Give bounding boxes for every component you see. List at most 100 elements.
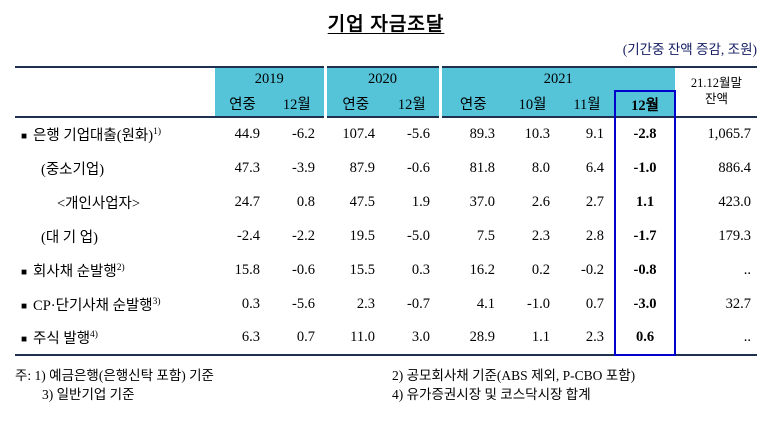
footnote-2: 2) 공모회사채 기준(ABS 제외, P-CBO 포함) (392, 368, 636, 383)
table-body: ■ 은행 기업대출(원화)1) 44.9 -6.2 107.4 -5.6 89.3 10.3 9… (15, 117, 757, 356)
corporate-financing-table: 2019 2020 2021 21.12월말 잔액 연중 12월 연중 12월 연중 10월 1… (15, 66, 757, 356)
period-column-header: 11월 (560, 91, 615, 117)
row-label: <개인사업자> (15, 185, 215, 219)
row-label: ■ 회사채 순발행2) (15, 253, 215, 287)
value-cell: -5.0 (407, 227, 430, 244)
value-cell: -5.6 (407, 126, 430, 142)
table-row: (대 기 업) -2.4 -2.2 19.5 -5.0 7.5 2.3 2.8 -1.7 179.… (15, 219, 757, 253)
value-cell: 2.8 (585, 227, 604, 244)
value-cell: 8.0 (531, 159, 550, 176)
value-cell: -2.8 (614, 117, 676, 151)
period-header-row: 연중 12월 연중 12월 연중 10월 11월 12월 (15, 90, 757, 117)
value-cell: 87.9 (349, 159, 375, 176)
value-cell: 7.5 (476, 227, 495, 244)
row-label-text: CP·단기사채 순발행 (33, 297, 153, 314)
value-cell: -3.0 (614, 287, 676, 321)
row-label: (대 기 업) (15, 219, 215, 253)
year-group-header: 2019 (215, 67, 325, 91)
value-cell: -0.8 (614, 253, 676, 287)
table-row: (중소기업) 47.3 -3.9 87.9 -0.6 81.8 8.0 6.4 -1.0 886.… (15, 151, 757, 185)
footnotes-left: 주: 1) 예금은행(은행신탁 포함) 기준 3) 일반기업 기준 (15, 366, 375, 404)
page-title: 기업 자금조달 (327, 14, 445, 35)
square-bullet-icon: ■ (21, 266, 28, 278)
value-cell: 1.1 (531, 329, 550, 345)
table-header: 2019 2020 2021 21.12월말 잔액 연중 12월 연중 12월 연중 10월 1… (15, 67, 757, 117)
value-cell: .. (743, 261, 751, 278)
footnote-ref: 3) (152, 296, 161, 307)
value-cell: 0.6 (614, 321, 676, 356)
row-label: ■ CP·단기사채 순발행3) (15, 287, 215, 321)
period-column-header: 연중 (215, 91, 270, 117)
unit-note: (기간중 잔액 증감, 조원) (622, 42, 757, 57)
row-label-text: 회사채 순발행 (33, 263, 117, 280)
row-label-text: <개인사업자> (57, 195, 141, 212)
value-cell: 19.5 (349, 227, 375, 244)
footnote-ref: 1) (153, 127, 161, 138)
value-cell: 89.3 (469, 126, 495, 142)
value-cell: 1,065.7 (707, 126, 752, 142)
square-bullet-icon: ■ (21, 131, 28, 142)
value-cell: -5.6 (292, 295, 315, 312)
value-cell: 6.4 (585, 159, 604, 176)
value-cell: .. (743, 329, 751, 345)
square-bullet-icon: ■ (21, 334, 28, 345)
period-column-header: 연중 (323, 91, 385, 117)
footnote-3: 3) 일반기업 기준 (42, 387, 135, 402)
value-cell: 0.3 (411, 261, 430, 278)
report-page: 기업 자금조달 (기간중 잔액 증감, 조원) 2019 2020 2021 21.… (0, 9, 772, 428)
value-cell: 0.7 (585, 295, 604, 312)
value-cell: 81.8 (469, 159, 495, 176)
value-cell: 6.3 (241, 329, 260, 345)
footnote-ref: 4) (90, 330, 98, 341)
footnote-1: 주: 1) 예금은행(은행신탁 포함) 기준 (15, 368, 214, 383)
value-cell: 9.1 (585, 126, 604, 142)
period-column-header: 연중 (438, 91, 505, 117)
table-row: ■ 주식 발행4) 6.3 0.7 11.0 3.0 28.9 1.1 2.3 0.6.. (15, 321, 757, 356)
value-cell: 24.7 (234, 193, 260, 210)
value-cell: 32.7 (725, 295, 751, 312)
value-cell: 0.7 (296, 329, 315, 345)
row-label-header (15, 67, 215, 117)
value-cell: 179.3 (718, 227, 751, 244)
row-label: (중소기업) (15, 151, 215, 185)
row-label-text: (중소기업) (41, 161, 105, 178)
value-cell: 2.3 (356, 295, 375, 312)
value-cell: 15.8 (234, 261, 260, 278)
period-column-header: 12월 (614, 90, 676, 117)
period-column-header: 10월 (505, 91, 560, 117)
balance-header-line1: 21.12월말 (690, 76, 743, 91)
value-cell: 37.0 (469, 193, 495, 210)
table-row: ■ 은행 기업대출(원화)1) 44.9 -6.2 107.4 -5.6 89.3 10.3 9… (15, 117, 757, 151)
row-label: ■ 주식 발행4) (15, 321, 215, 355)
value-cell: -1.0 (527, 295, 550, 312)
value-cell: -6.2 (292, 126, 315, 142)
table-row: ■ 회사채 순발행2) 15.8 -0.6 15.5 0.3 16.2 0.2 -0.2 -0.8… (15, 253, 757, 287)
footnotes-right: 2) 공모회사채 기준(ABS 제외, P-CBO 포함) 4) 유가증권시장 … (375, 366, 635, 404)
row-label-text: 은행 기업대출(원화) (33, 128, 154, 144)
value-cell: 2.3 (585, 329, 604, 345)
value-cell: 1.9 (411, 193, 430, 210)
period-column-header: 12월 (270, 91, 325, 117)
value-cell: -1.7 (614, 219, 676, 253)
value-cell: 3.0 (411, 329, 430, 345)
year-group-header: 2021 (438, 67, 675, 91)
value-cell: 0.8 (296, 193, 315, 210)
row-label: ■ 은행 기업대출(원화)1) (15, 117, 215, 151)
value-cell: 16.2 (469, 261, 495, 278)
value-cell: 10.3 (524, 126, 550, 142)
value-cell: 0.2 (531, 261, 550, 278)
value-cell: 0.3 (241, 295, 260, 312)
value-cell: 28.9 (469, 329, 495, 345)
value-cell: -2.2 (292, 227, 315, 244)
year-group-header: 2020 (323, 67, 440, 91)
value-cell: -0.6 (292, 261, 315, 278)
value-cell: 47.3 (234, 159, 260, 176)
row-label-text: 주식 발행 (33, 331, 91, 347)
value-cell: 423.0 (718, 193, 751, 210)
value-cell: -0.7 (407, 295, 430, 312)
square-bullet-icon: ■ (21, 300, 28, 312)
value-cell: 2.7 (585, 193, 604, 210)
year-header-row: 2019 2020 2021 21.12월말 잔액 (15, 67, 757, 117)
value-cell: 44.9 (234, 126, 260, 142)
balance-column-header: 21.12월말 잔액 (675, 67, 757, 117)
